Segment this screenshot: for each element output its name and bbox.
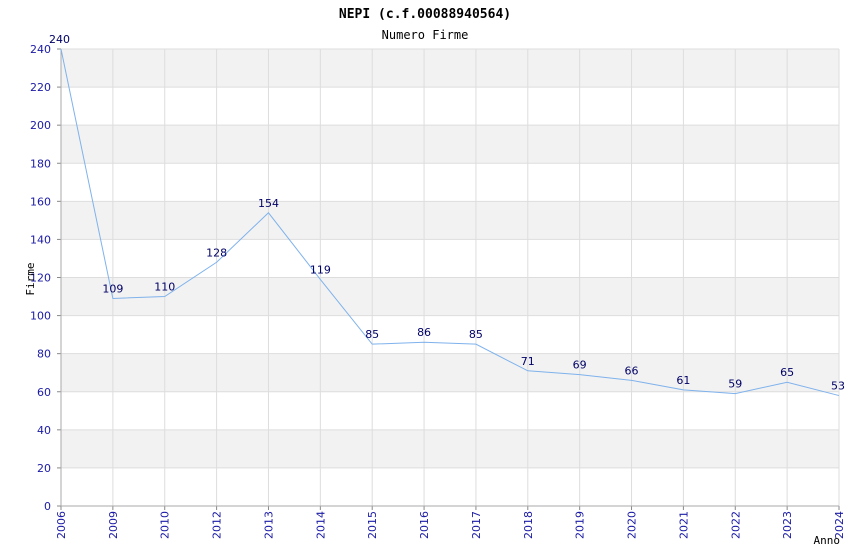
x-tick-label: 2010 <box>159 511 172 539</box>
y-tick-label: 200 <box>30 119 51 132</box>
data-label: 154 <box>258 197 279 210</box>
x-tick-label: 2017 <box>470 511 483 539</box>
chart-subtitle: Numero Firme <box>382 28 469 42</box>
data-label: 61 <box>676 374 690 387</box>
y-tick-label: 160 <box>30 195 51 208</box>
data-label: 66 <box>625 364 639 377</box>
x-tick-labels: 2006 2009 2010 2012 2013 2014 2015 2016 2017 2018… <box>55 511 846 539</box>
y-tick-label: 20 <box>37 462 51 475</box>
data-label: 119 <box>310 263 331 276</box>
x-tick-label: 2023 <box>781 511 794 539</box>
x-tick-label: 2020 <box>626 511 639 539</box>
y-tick-label: 240 <box>30 43 51 56</box>
y-tick-label: 80 <box>37 348 51 361</box>
x-tick-label: 2019 <box>574 511 587 539</box>
data-label: 59 <box>728 378 742 391</box>
data-label: 85 <box>469 328 483 341</box>
data-label: 240 <box>49 33 70 46</box>
x-tick-label: 2018 <box>522 511 535 539</box>
x-tick-label: 2014 <box>314 511 327 539</box>
data-label: 65 <box>780 366 794 379</box>
data-label: 110 <box>154 281 175 294</box>
x-tick-label: 2016 <box>418 511 431 539</box>
grid-band <box>61 201 839 240</box>
y-tick-label: 0 <box>44 500 51 513</box>
grid-band <box>61 353 839 392</box>
y-tick-labels: 0 20 40 60 80 100 120 140 160 180 200 220 240 <box>30 43 51 513</box>
grid-band <box>61 277 839 316</box>
y-tick-label: 120 <box>30 272 51 285</box>
y-tick-label: 180 <box>30 157 51 170</box>
chart-title: NEPI (c.f.00088940564) <box>339 7 511 22</box>
x-tick-label: 2009 <box>107 511 120 539</box>
x-tick-label: 2021 <box>677 511 690 539</box>
x-axis-label: Anno <box>814 534 841 547</box>
x-tick-label: 2022 <box>729 511 742 539</box>
x-tick-label: 2006 <box>55 511 68 539</box>
y-tick-label: 60 <box>37 386 51 399</box>
plot-background-bands <box>61 49 839 468</box>
y-tick-label: 140 <box>30 233 51 246</box>
series-line <box>60 48 840 397</box>
data-label: 85 <box>365 328 379 341</box>
grid-band <box>61 49 839 88</box>
axes <box>57 48 840 510</box>
y-axis-label: Firme <box>24 262 37 295</box>
x-tick-label: 2012 <box>211 511 224 539</box>
x-tick-label: 2024 <box>833 511 846 539</box>
data-label: 128 <box>206 246 227 259</box>
data-label: 86 <box>417 326 431 339</box>
y-tick-label: 220 <box>30 81 51 94</box>
grid-band <box>61 429 839 468</box>
data-label: 69 <box>573 359 587 372</box>
data-labels: 240 109 110 128 154 119 85 86 85 71 69 66 61 59 65 53 <box>49 33 845 393</box>
x-tick-label: 2013 <box>262 511 275 539</box>
grid-band <box>61 125 839 164</box>
x-tick-label: 2015 <box>366 511 379 539</box>
data-label: 71 <box>521 355 535 368</box>
y-tick-label: 100 <box>30 310 51 323</box>
data-label: 53 <box>831 380 845 393</box>
y-tick-label: 40 <box>37 424 51 437</box>
data-label: 109 <box>102 282 123 295</box>
